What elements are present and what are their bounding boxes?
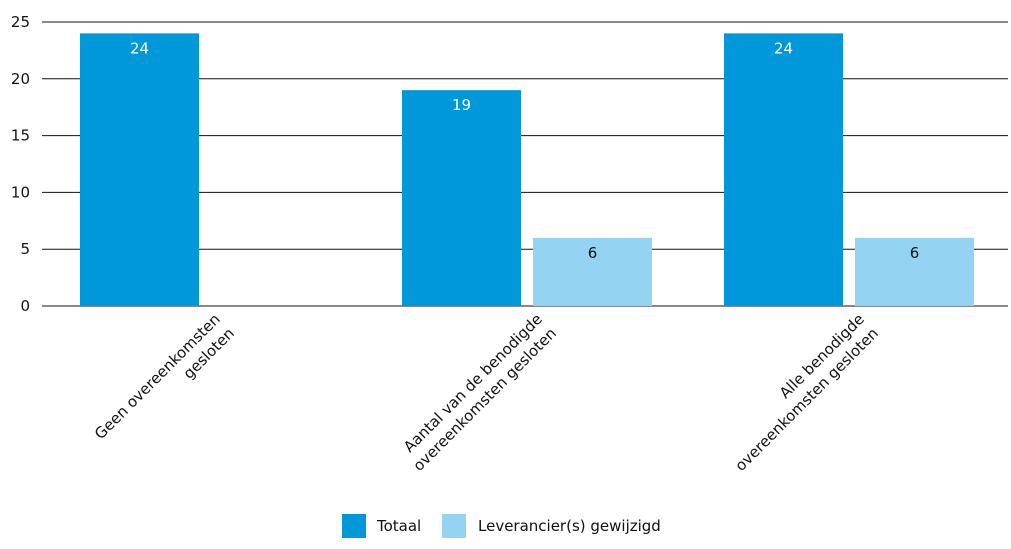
y-axis-ticks: 0 5 10 15 20 25 [11,13,30,315]
bars [80,33,974,307]
y-tick-label: 10 [11,183,30,201]
data-label: 6 [588,244,598,262]
legend-label-0: Totaal [376,517,421,535]
category-label-line: overeenkomsten gesloten [732,324,882,474]
category-label-line: overeenkomsten gesloten [410,324,560,474]
bar-totaal-2 [724,33,843,307]
data-label: 6 [910,244,920,262]
legend-swatch-1 [442,514,466,538]
data-label: 24 [774,39,793,57]
bar-leverancier-1 [533,237,652,306]
bar-totaal-0 [80,33,199,307]
category-label-line: Geen overeenkomsten [91,310,224,443]
gridlines [42,21,1008,307]
bar-leverancier-2 [855,237,974,306]
y-tick-label: 5 [20,240,30,258]
legend-label-1: Leverancier(s) gewijzigd [478,517,661,535]
y-tick-label: 0 [20,297,30,315]
data-label: 24 [130,39,149,57]
legend: Totaal Leverancier(s) gewijzigd [342,514,661,538]
y-tick-label: 20 [11,70,30,88]
bar-totaal-1 [402,90,521,306]
category-label-line: Aantal van de benodigde [400,310,546,456]
data-label: 19 [452,96,471,114]
y-tick-label: 25 [11,13,30,31]
data-labels: 24 19 6 24 6 [130,39,919,261]
legend-swatch-0 [342,514,366,538]
y-tick-label: 15 [11,127,30,145]
